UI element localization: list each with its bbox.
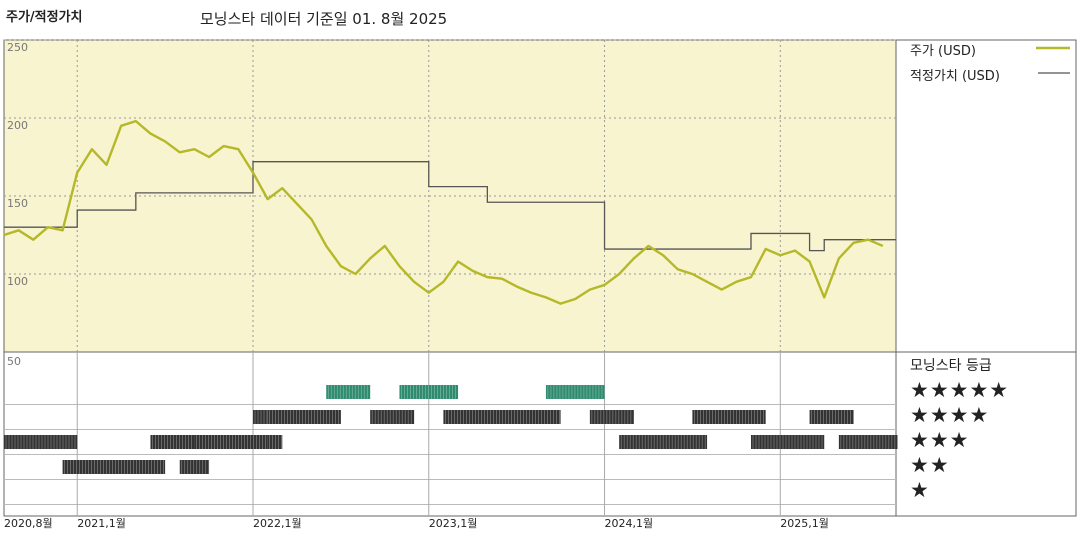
- y-tick-label: 150: [7, 197, 28, 210]
- rating-bar: [326, 385, 371, 399]
- rating-row-3: ★★★: [910, 428, 970, 452]
- rating-bar: [267, 435, 283, 449]
- legend-fair-value-label: 적정가치 (USD): [910, 69, 1000, 84]
- rating-row-4: ★★★★: [910, 403, 990, 427]
- rating-bar: [443, 410, 561, 424]
- y-tick-label: 200: [7, 119, 28, 132]
- grid: [4, 39, 896, 516]
- x-tick-label: 2022,1월: [253, 517, 302, 530]
- x-tick-labels: 2020,8월 2021,1월 2022,1월 2023,1월 2024,1월 2025,…: [4, 517, 829, 530]
- rating-bar: [4, 435, 78, 449]
- rating-bar: [692, 410, 766, 424]
- rating-bar: [252, 410, 268, 424]
- rating-bar: [750, 435, 825, 449]
- x-tick-label: 2023,1월: [429, 517, 478, 530]
- rating-bar: [545, 385, 605, 399]
- x-tick-label: 2024,1월: [605, 517, 654, 530]
- rating-bar: [267, 410, 341, 424]
- y-tick-label: 50: [7, 355, 21, 368]
- x-tick-label: 2020,8월: [4, 517, 53, 530]
- rating-row-1: ★: [910, 478, 930, 502]
- rating-bar: [150, 435, 195, 449]
- chart-left-title: 주가/적정가치: [6, 10, 83, 25]
- x-tick-label: 2025,1월: [780, 517, 829, 530]
- rating-row-2: ★★: [910, 453, 950, 477]
- rating-bar: [619, 435, 708, 449]
- legend-box: [895, 39, 1077, 353]
- rating-bar: [194, 435, 268, 449]
- rating-bars: [4, 385, 898, 474]
- rating-bar: [62, 460, 166, 474]
- fair-value-line: [4, 161, 896, 252]
- x-tick-label: 2021,1월: [77, 517, 126, 530]
- rating-bar: [179, 460, 210, 474]
- y-tick-labels: 250 200 150 100 50: [7, 41, 28, 368]
- rating-bar: [838, 435, 898, 449]
- y-tick-label: 250: [7, 41, 28, 54]
- data-date-title: 모닝스타 데이터 기준일 01. 8월 2025: [200, 10, 448, 28]
- rating-legend-box: [895, 351, 1077, 517]
- legend-price-label: 주가 (USD): [910, 44, 976, 59]
- rating-bar: [370, 410, 415, 424]
- rating-bar: [589, 410, 634, 424]
- rating-panel-bg: [3, 351, 897, 517]
- rating-bar: [809, 410, 854, 424]
- y-tick-label: 100: [7, 275, 28, 288]
- rating-bar: [399, 385, 459, 399]
- price-line: [3, 119, 884, 305]
- rating-row-5: ★★★★★: [910, 378, 1010, 402]
- rating-panel-title: 모닝스타 등급: [910, 358, 992, 374]
